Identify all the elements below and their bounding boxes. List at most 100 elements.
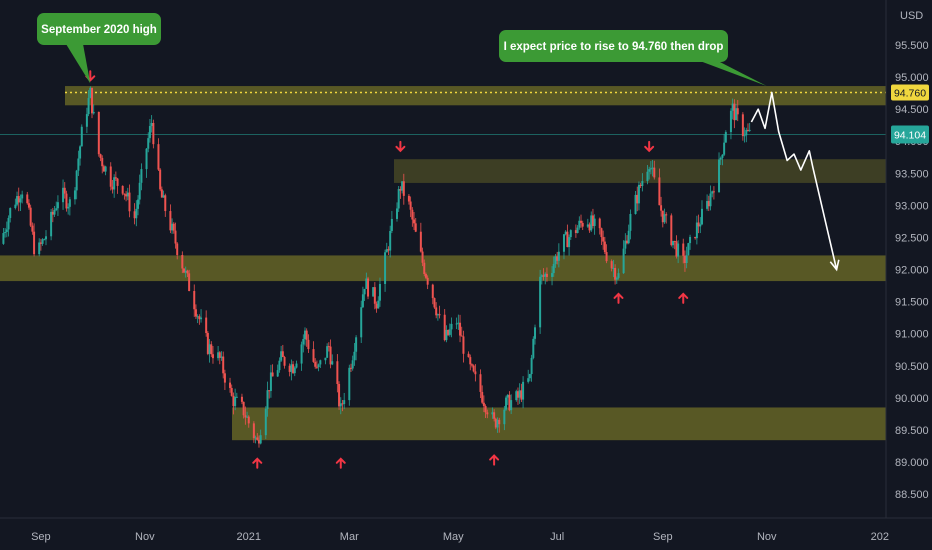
x-axis-ticks: Sep Nov 2021 Mar May Jul Sep Nov 202 <box>31 531 889 543</box>
up-arrow-icon <box>678 292 689 304</box>
candle-body <box>588 224 591 231</box>
candle-body <box>269 372 272 391</box>
candle-body <box>188 273 191 292</box>
candle-body <box>431 284 434 299</box>
candle-body <box>562 234 565 252</box>
candle-body <box>665 214 668 216</box>
candle-body <box>75 170 78 191</box>
candle-body <box>384 252 387 284</box>
candle-body <box>637 184 640 204</box>
candle-body <box>414 223 417 232</box>
candle-body <box>31 225 34 232</box>
candle-body <box>109 166 112 187</box>
y-axis-ticks: 95.50095.00094.50094.00093.50093.00092.5… <box>895 40 929 501</box>
candle-body <box>455 323 458 325</box>
target-price-tag <box>891 84 929 101</box>
candle-body <box>240 396 243 402</box>
candle-body <box>472 365 475 372</box>
candle-body <box>85 114 88 127</box>
candle-body <box>292 364 295 374</box>
candle-body <box>663 214 666 223</box>
candle-body <box>436 314 439 316</box>
candle-body <box>104 166 107 172</box>
zone-3 <box>232 407 886 441</box>
candle-body <box>222 356 225 374</box>
candle-body <box>530 357 533 375</box>
candle-body <box>186 270 189 274</box>
y-tick-label: 89.000 <box>895 457 929 469</box>
candle-body <box>303 330 306 339</box>
target-price-label: 94.760 <box>894 87 926 99</box>
x-tick-label: Nov <box>757 531 777 543</box>
candle-body <box>244 415 247 418</box>
candle-body <box>670 215 673 246</box>
candle-body <box>355 337 358 352</box>
candle-body <box>745 129 748 136</box>
pivot-markers <box>85 70 689 469</box>
annotation-bubble[interactable] <box>37 13 161 45</box>
candle-body <box>99 154 102 158</box>
candle-body <box>266 390 269 409</box>
support-resistance-zones <box>0 86 886 441</box>
current-price-tag <box>891 125 929 144</box>
candle-body <box>193 291 196 310</box>
candle-body <box>367 278 370 297</box>
candle-body <box>9 208 12 218</box>
candle-body <box>438 314 441 316</box>
candle-body <box>43 239 46 241</box>
candle-body <box>157 144 160 170</box>
candle-body <box>45 236 48 240</box>
candle-body <box>615 277 618 280</box>
candle-body <box>50 211 53 237</box>
candle-body <box>706 201 709 209</box>
candle-body <box>527 378 530 382</box>
candle-body <box>390 218 393 231</box>
candle-body <box>218 352 221 358</box>
candle-body <box>125 194 128 197</box>
candle-body <box>317 364 320 368</box>
y-tick-label: 88.500 <box>895 489 929 501</box>
candle-body <box>200 317 203 320</box>
candle-body <box>629 213 632 231</box>
candle-body <box>568 237 571 248</box>
candle-body <box>252 423 255 439</box>
candle-body <box>746 129 749 131</box>
candle-body <box>148 126 151 139</box>
annotation-bubble[interactable] <box>499 30 728 62</box>
candle-body <box>314 361 317 367</box>
candle-body <box>518 390 521 398</box>
candle-body <box>206 333 209 354</box>
candlestick-series <box>2 86 751 448</box>
candle-body <box>580 220 583 223</box>
candle-body <box>578 220 581 228</box>
candle-body <box>467 353 470 358</box>
candle-body <box>515 391 518 401</box>
candle-body <box>63 187 66 194</box>
candle-body <box>593 218 596 226</box>
candle-body <box>423 262 426 275</box>
candle-body <box>539 276 542 328</box>
candle-body <box>508 394 511 411</box>
candle-body <box>181 254 184 269</box>
candle-body <box>223 373 226 383</box>
candle-body <box>164 195 167 212</box>
x-tick-label: May <box>443 531 464 543</box>
candle-body <box>159 169 162 190</box>
candle-body <box>574 230 577 233</box>
candle-body <box>624 240 627 249</box>
candle-body <box>682 243 685 256</box>
candle-body <box>38 242 41 255</box>
candle-body <box>605 252 608 262</box>
candle-body <box>544 273 547 277</box>
candle-body <box>128 192 131 212</box>
candle-body <box>39 242 42 244</box>
candle-body <box>278 360 281 371</box>
candle-body <box>735 108 738 121</box>
annotation-text: I expect price to rise to 94.760 then dr… <box>504 41 724 53</box>
candle-body <box>627 230 630 244</box>
candle-body <box>598 218 601 229</box>
candle-body <box>373 287 376 304</box>
y-tick-label: 92.000 <box>895 265 929 277</box>
candle-body <box>617 273 620 278</box>
